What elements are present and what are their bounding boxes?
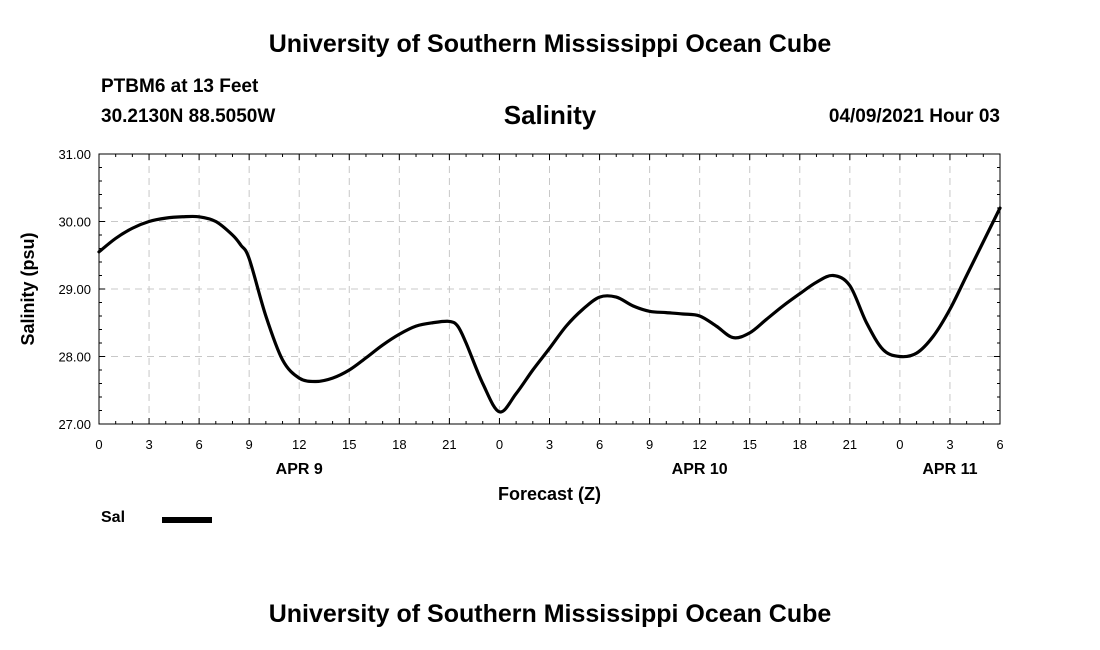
series-line-salinity [97,206,1002,414]
coordinates-label: 30.2130N 88.5050W [101,106,276,127]
legend-swatch [162,517,212,523]
y-tick-label: 27.00 [58,417,91,432]
chart-title: Salinity [503,100,597,130]
x-tick-label: 0 [496,437,503,452]
y-tick-label: 28.00 [58,350,91,365]
x-tick-label: 3 [145,437,152,452]
x-tick-label: 3 [546,437,553,452]
x-tick-label: 21 [843,437,857,452]
y-tick-label: 31.00 [58,147,91,162]
x-tick-label: 6 [195,437,202,452]
date-label: APR 11 [922,461,977,478]
date-label: APR 10 [672,461,728,478]
date-label: APR 9 [276,461,323,478]
title-bottom: University of Southern Mississippi Ocean… [268,600,832,628]
x-tick-label: 18 [392,437,406,452]
legend-label: Sal [101,509,126,526]
x-tick-label: 9 [246,437,253,452]
x-tick-label: 3 [946,437,953,452]
x-tick-label: 0 [95,437,102,452]
x-tick-label: 15 [742,437,756,452]
y-tick-label: 30.00 [58,215,91,230]
y-tick-label: 29.00 [58,282,91,297]
x-tick-label: 6 [996,437,1003,452]
x-tick-label: 21 [442,437,456,452]
x-tick-label: 15 [342,437,356,452]
y-axis-label: Salinity (psu) [18,232,38,345]
title-top: University of Southern Mississippi Ocean… [268,30,832,58]
timestamp-label: 04/09/2021 Hour 03 [828,106,1000,127]
x-tick-label: 12 [692,437,706,452]
station-label: PTBM6 at 13 Feet [101,76,259,97]
x-tick-label: 9 [646,437,653,452]
x-tick-label: 18 [793,437,807,452]
x-tick-label: 6 [596,437,603,452]
x-tick-label: 12 [292,437,306,452]
x-axis-label: Forecast (Z) [498,484,601,504]
x-tick-label: 0 [896,437,903,452]
